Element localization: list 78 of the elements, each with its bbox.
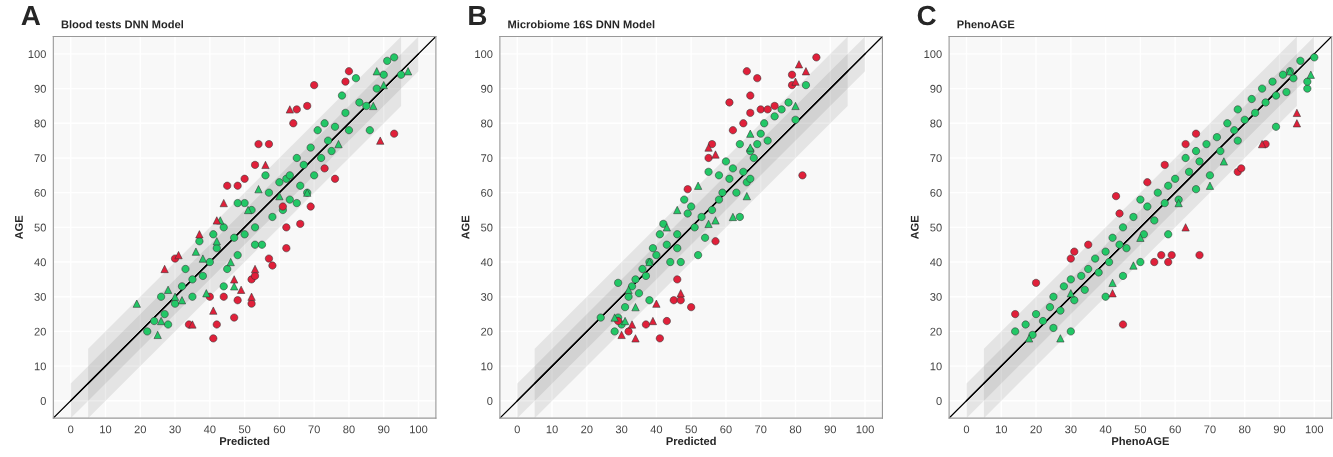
x-axis-title: Predicted [666,436,716,446]
y-tick-label: 0 [40,397,46,405]
text: A [21,5,41,26]
y-tick-label: 0 [487,397,493,405]
x-tick-label: 80 [343,425,355,434]
x-tick-label: 30 [1065,425,1077,434]
x-axis-title: Predicted [220,436,270,446]
y-tick-label: 70 [930,154,942,163]
y-tick-label: 10 [930,362,942,371]
y-tick-label: 40 [480,258,493,267]
x-tick-label: 70 [1204,425,1216,434]
y-tick-label: 10 [34,362,46,371]
y-tick-label: 20 [34,327,46,336]
x-tick-label: 40 [203,425,216,434]
x-tick-label: 20 [134,425,147,434]
y-tick-label: 30 [34,293,46,301]
x-tick-label: 100 [410,425,428,434]
x-tick-label: 50 [685,425,697,434]
y-tick-label: 60 [930,188,942,197]
y-tick-label: 90 [34,84,46,93]
y-tick-label: 30 [930,293,942,301]
x-tick-label: 100 [1305,425,1324,434]
x-tick-label: 40 [1099,425,1112,434]
y-tick-label: 50 [481,223,493,232]
chart-title: Microbiome 16S DNN Model [508,20,655,29]
x-tick-label: 60 [1169,425,1181,434]
x-tick-label: 0 [68,425,74,434]
y-tick-label: 60 [34,188,46,197]
x-tick-label: 10 [100,425,112,434]
y-tick-label: 80 [930,119,942,128]
x-tick-label: 0 [963,425,970,434]
y-tick-label: 80 [481,119,493,128]
y-tick-label: 100 [924,50,942,59]
x-tick-label: 30 [169,425,181,434]
y-tick-label: 0 [936,397,942,405]
y-tick-label: 40 [930,258,942,267]
y-tick-label: 20 [481,327,493,336]
y-tick-label: 60 [481,188,493,197]
x-tick-label: 70 [308,425,320,434]
y-tick-label: 100 [475,50,493,59]
x-tick-label: 80 [789,425,802,434]
x-tick-label: 40 [650,425,663,434]
x-tick-label: 0 [514,425,520,434]
y-axis-title: AGE [15,215,23,240]
x-tick-label: 20 [1030,425,1042,434]
y-tick-label: 40 [34,258,46,267]
y-tick-label: 20 [930,327,942,336]
y-tick-label: 80 [34,119,46,128]
chart-title: PhenoAGE [957,20,1015,29]
x-tick-label: 70 [755,425,767,434]
y-tick-label: 70 [34,154,46,163]
x-tick-label: 80 [1239,425,1251,434]
y-axis-title: AGE [461,215,470,240]
x-tick-label: 10 [546,425,558,434]
y-axis-title: AGE [910,215,919,240]
y-tick-label: 90 [481,84,493,93]
x-tick-label: 10 [995,425,1008,434]
y-tick-label: 10 [481,362,493,371]
text: B [469,5,487,26]
x-tick-label: 30 [615,425,628,434]
chart-title: Blood tests DNN Model [61,20,184,29]
y-tick-label: 70 [481,154,493,163]
x-tick-label: 100 [856,425,874,434]
y-tick-label: 50 [34,223,46,232]
x-tick-label: 50 [1134,425,1147,434]
y-tick-label: 30 [481,293,493,301]
x-axis-title: PhenoAGE [1112,436,1169,446]
x-tick-label: 90 [1273,425,1286,434]
x-tick-label: 60 [273,425,286,434]
y-tick-label: 90 [930,84,942,93]
text: C [917,5,936,26]
x-tick-label: 60 [720,425,732,434]
x-tick-label: 90 [824,425,837,434]
y-tick-label: 100 [28,50,46,59]
x-tick-label: 90 [378,425,390,434]
y-tick-label: 50 [930,223,942,232]
x-tick-label: 50 [238,425,251,434]
x-tick-label: 20 [581,425,593,434]
